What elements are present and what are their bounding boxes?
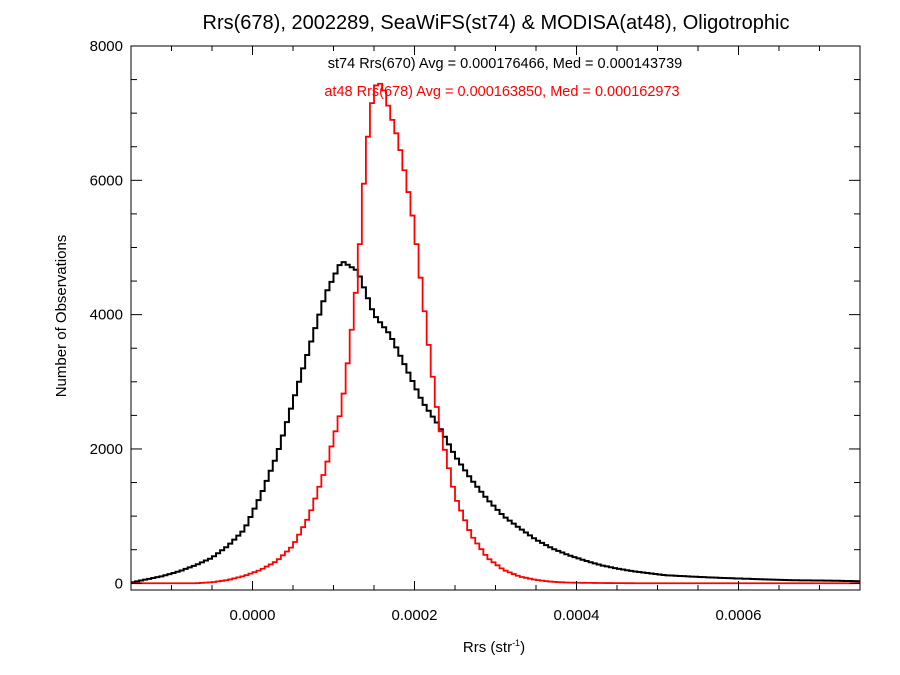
axis-ticks: 0.0000 0.0002 0.0004 0.0006 0 2000 4000 6000 800…	[90, 38, 860, 624]
chart-title: Rrs(678), 2002289, SeaWiFS(st74) & MODIS…	[203, 12, 790, 34]
x-axis-label-superscript: -1	[512, 638, 520, 648]
x-tick-label: 0.0000	[230, 607, 276, 624]
y-axis-label: Number of Observations	[53, 235, 70, 398]
x-axis-label-main: Rrs (str	[463, 639, 512, 656]
x-axis-label: Rrs (str-1)	[463, 638, 525, 656]
y-tick-label: 6000	[90, 172, 123, 189]
y-tick-label: 2000	[90, 441, 123, 458]
x-axis-label-close: )	[520, 639, 525, 656]
series-at48-red	[131, 82, 860, 585]
x-tick-label: 0.0004	[554, 607, 600, 624]
annotation-black: st74 Rrs(670) Avg = 0.000176466, Med = 0…	[328, 56, 682, 72]
series-group	[131, 82, 860, 585]
y-tick-label: 8000	[90, 38, 123, 55]
x-tick-label: 0.0006	[716, 607, 762, 624]
y-tick-label: 0	[115, 575, 123, 592]
annotation-red: at48 Rrs(678) Avg = 0.000163850, Med = 0…	[324, 84, 679, 100]
plot-area: 0.0000 0.0002 0.0004 0.0006 0 2000 4000 6000 800…	[90, 38, 861, 624]
series-st74-black	[131, 261, 860, 584]
x-tick-label: 0.0002	[392, 607, 438, 624]
y-tick-label: 4000	[90, 307, 123, 324]
